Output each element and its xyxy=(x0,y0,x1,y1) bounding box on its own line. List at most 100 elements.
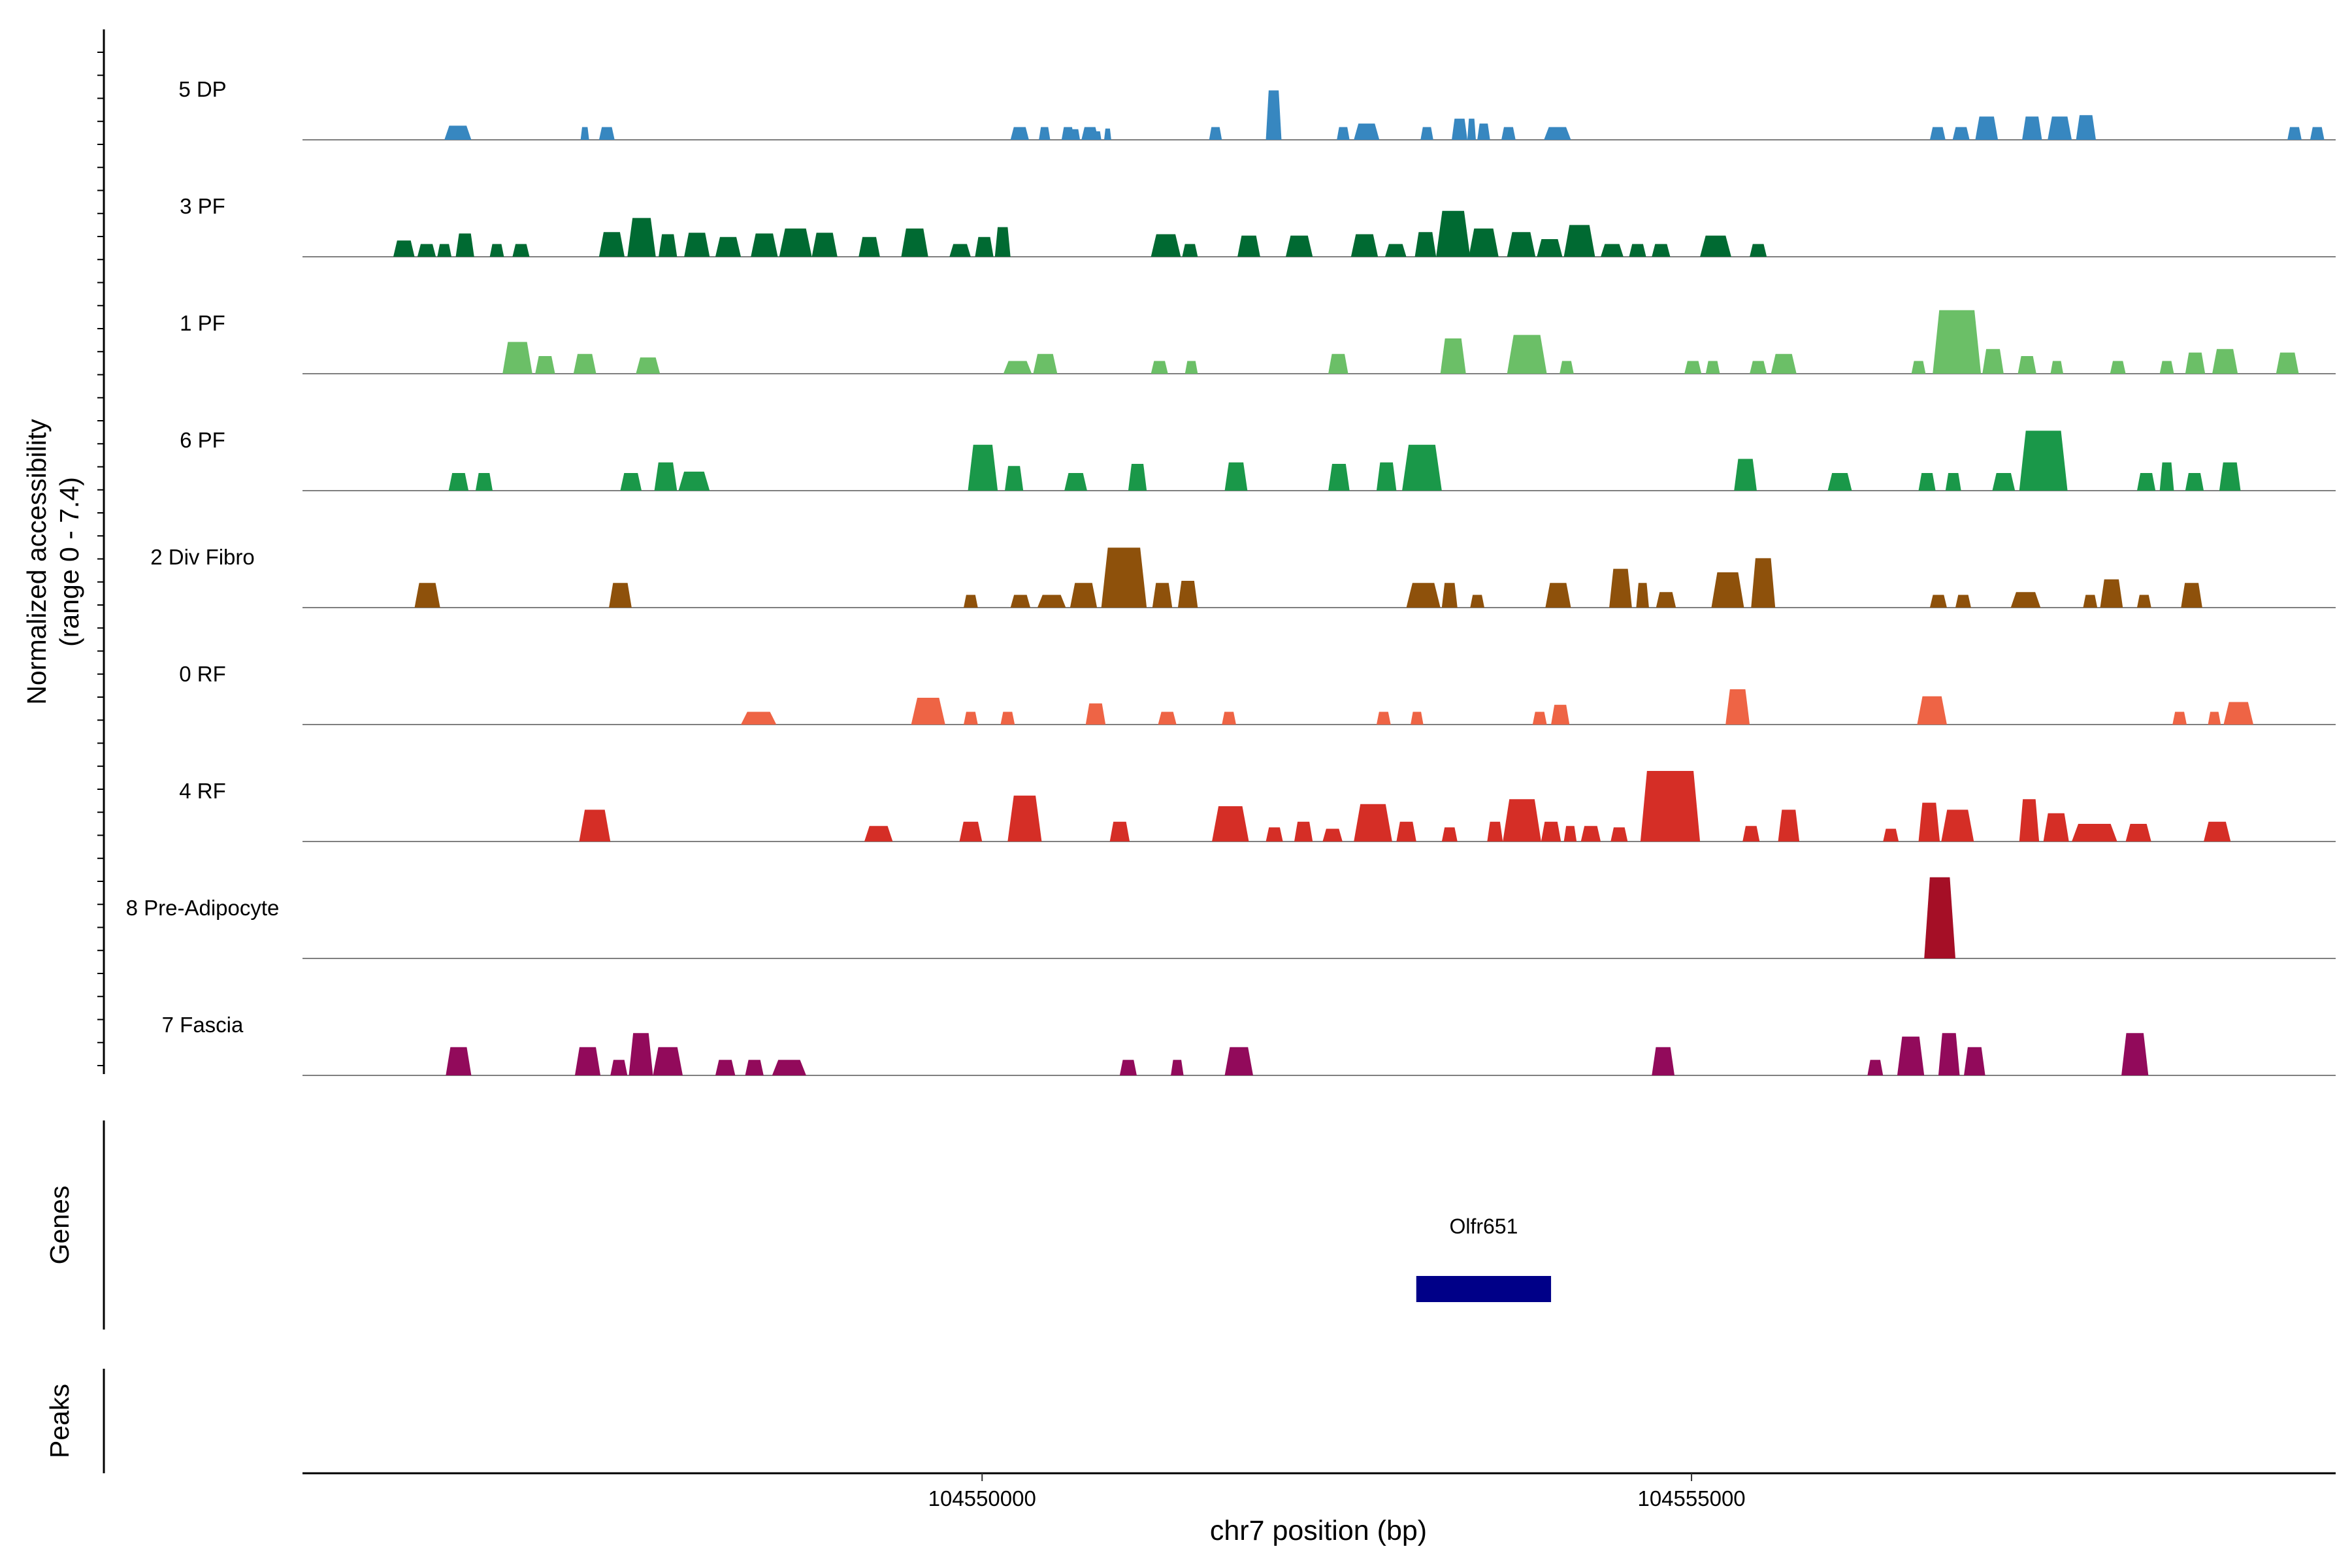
coverage-peak xyxy=(1266,90,1282,140)
coverage-peak xyxy=(1545,583,1571,608)
coverage-peak xyxy=(1322,828,1343,841)
track-label: 8 Pre-Adipocyte xyxy=(126,896,280,920)
coverage-peak xyxy=(1929,595,1947,608)
coverage-peak xyxy=(1918,802,1940,841)
coverage-peak xyxy=(489,244,504,257)
coverage-peak xyxy=(448,473,469,491)
coverage-peak xyxy=(1396,821,1416,841)
coverage-peak xyxy=(393,240,415,257)
coverage-peak xyxy=(1420,127,1433,140)
coverage-peak xyxy=(1152,583,1173,608)
coverage-peak xyxy=(1294,821,1313,841)
coverage-peak xyxy=(1010,595,1031,608)
coverage-peak xyxy=(1402,444,1442,491)
coverage-peak xyxy=(455,233,474,257)
coverage-peak xyxy=(1725,689,1750,725)
x-axis-title: chr7 position (bp) xyxy=(1210,1515,1427,1546)
y-axis-label-line2: (range 0 - 7.4) xyxy=(54,477,84,647)
coverage-peak xyxy=(2010,592,2041,608)
coverage-peak xyxy=(1771,353,1797,374)
coverage-peak xyxy=(580,127,589,140)
coverage-peak xyxy=(414,583,440,608)
x-axis-tick-label: 104555000 xyxy=(1637,1486,1745,1511)
coverage-peak xyxy=(1440,338,1466,374)
coverage-peak xyxy=(1982,349,2004,374)
coverage-peak xyxy=(858,237,880,257)
coverage-peak xyxy=(2159,361,2174,374)
coverage-peak xyxy=(1700,235,1731,257)
coverage-peak xyxy=(911,697,945,725)
coverage-peak xyxy=(1414,232,1437,257)
track-label: 0 RF xyxy=(179,662,226,686)
coverage-peak xyxy=(1354,123,1380,140)
coverage-peak xyxy=(1532,711,1547,725)
coverage-peak xyxy=(1103,128,1111,140)
coverage-peak xyxy=(2185,352,2206,374)
coverage-peak xyxy=(1917,696,1947,725)
coverage-peak xyxy=(1224,462,1248,491)
coverage-peak xyxy=(2048,116,2072,140)
coverage-peak xyxy=(1938,1033,1960,1075)
track-label: 3 PF xyxy=(180,194,225,218)
coverage-peak xyxy=(678,471,710,491)
coverage-peak xyxy=(627,218,656,257)
gene-body[interactable] xyxy=(1416,1276,1552,1302)
coverage-peak xyxy=(2219,462,2241,491)
coverage-peak xyxy=(684,233,710,257)
coverage-peak xyxy=(574,1047,601,1075)
coverage-peak xyxy=(1652,244,1671,257)
coverage-peak xyxy=(1705,361,1720,374)
coverage-peak xyxy=(2072,824,2117,841)
coverage-peak xyxy=(963,595,978,608)
coverage-peak xyxy=(1376,711,1391,725)
coverage-peak xyxy=(1750,244,1767,257)
coverage-peak xyxy=(1119,1060,1137,1075)
coverage-peak xyxy=(1010,127,1029,140)
coverage-peak xyxy=(2136,473,2156,491)
coverage-peak xyxy=(1955,595,1971,608)
coverage-peak xyxy=(1952,127,1970,140)
coverage-peak xyxy=(2287,127,2302,140)
coverage-peak xyxy=(1656,592,1676,608)
coverage-peak xyxy=(1004,466,1024,491)
coverage-peak xyxy=(1941,809,1974,841)
coverage-peak xyxy=(1601,244,1624,257)
coverage-peak xyxy=(1037,595,1066,608)
coverage-peak xyxy=(1711,572,1744,608)
peaks-label: Peaks xyxy=(44,1384,74,1458)
coverage-peak xyxy=(994,227,1011,257)
coverage-peak xyxy=(1897,1036,1925,1075)
coverage-peak xyxy=(2310,127,2325,140)
coverage-peak xyxy=(1537,239,1563,257)
coverage-peak xyxy=(1544,127,1571,140)
coverage-peak xyxy=(1384,244,1407,257)
coverage-peak xyxy=(949,244,971,257)
coverage-peak xyxy=(1477,123,1490,140)
coverage-peak xyxy=(1285,235,1313,257)
track-5-dp: 5 DP xyxy=(178,77,2336,140)
coverage-peak xyxy=(1964,1047,1985,1075)
coverage-peak xyxy=(2212,349,2238,374)
coverage-peak xyxy=(2125,824,2151,841)
track-label: 6 PF xyxy=(180,428,225,452)
coverage-peak xyxy=(745,1060,764,1075)
coverage-peak xyxy=(1094,131,1102,140)
coverage-peak xyxy=(1212,806,1249,841)
y-axis-label-line1: Normalized accessibility xyxy=(22,419,52,705)
coverage-peak xyxy=(2110,361,2126,374)
coverage-peak xyxy=(1406,583,1441,608)
coverage-peak xyxy=(598,127,615,140)
coverage-peak xyxy=(1064,473,1087,491)
coverage-peak xyxy=(1751,558,1776,608)
coverage-peak xyxy=(610,1060,628,1075)
coverage-peak xyxy=(1039,127,1051,140)
coverage-peak xyxy=(654,462,678,491)
coverage-peak xyxy=(1158,711,1177,725)
coverage-peak xyxy=(1109,821,1130,841)
coverage-peak xyxy=(1975,116,1999,140)
coverage-peak xyxy=(1867,1060,1884,1075)
coverage-peak xyxy=(1629,244,1646,257)
coverage-peak xyxy=(1563,826,1577,841)
x-axis: 104550000 104555000 xyxy=(302,1472,2336,1511)
coverage-peak xyxy=(1209,127,1222,140)
